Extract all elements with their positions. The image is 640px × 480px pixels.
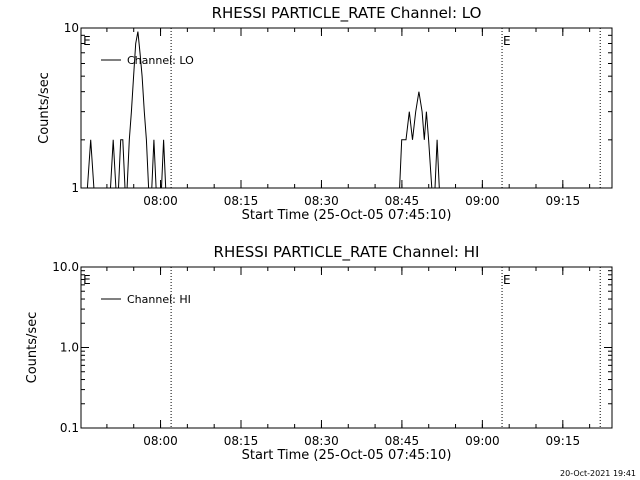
y-tick-label: 0.1 (60, 421, 79, 435)
series-line-segment (151, 139, 157, 189)
x-axis-label: Start Time (25-Oct-05 07:45:10) (242, 448, 452, 463)
x-tick-label: 08:30 (304, 194, 339, 208)
chart-title: RHESSI PARTICLE_RATE Channel: HI (214, 243, 480, 262)
series-line-segment (399, 91, 433, 189)
footer-timestamp: 20-Oct-2021 19:41 (560, 469, 636, 478)
y-axis-label: Counts/sec (25, 312, 40, 384)
legend-label: Channel: HI (127, 293, 191, 306)
eclipse-marker: E (83, 273, 91, 287)
x-tick-label: 09:00 (465, 434, 500, 448)
chart-panel-lo: RHESSI PARTICLE_RATE Channel: LO 08:00 08:… (37, 4, 613, 223)
x-tick-label: 08:30 (304, 434, 339, 448)
x-tick-label: 09:15 (546, 194, 581, 208)
legend-label: Channel: LO (127, 54, 194, 67)
x-tick-label: 08:15 (224, 194, 259, 208)
y-axis-label: Counts/sec (37, 72, 52, 144)
x-tick-label: 08:00 (143, 434, 178, 448)
series-line-segment (86, 139, 95, 189)
y-tick-label: 1.0 (60, 341, 79, 355)
eclipse-marker: E (83, 34, 91, 48)
series-line-segment (434, 139, 440, 189)
series-line-segment (161, 139, 167, 189)
series-line-segment (110, 139, 117, 189)
y-tick-label: 10 (64, 21, 79, 35)
x-tick-label: 09:00 (465, 194, 500, 208)
y-tick-label: 10.0 (52, 260, 79, 274)
eclipse-marker: E (503, 34, 511, 48)
plot-frame (80, 266, 613, 429)
series-line-segment (126, 31, 150, 189)
y-tick-label: 1 (71, 181, 79, 195)
x-tick-label: 08:45 (385, 194, 420, 208)
x-tick-label: 09:15 (546, 434, 581, 448)
plot-frame (80, 27, 613, 189)
chart-panel-hi: RHESSI PARTICLE_RATE Channel: HI 08:00 08:… (25, 243, 613, 463)
x-axis-label: Start Time (25-Oct-05 07:45:10) (242, 208, 452, 223)
x-tick-label: 08:15 (224, 434, 259, 448)
series-line-segment (118, 139, 126, 189)
chart-title: RHESSI PARTICLE_RATE Channel: LO (212, 4, 482, 23)
eclipse-marker: E (503, 273, 511, 287)
x-tick-label: 08:45 (385, 434, 420, 448)
x-tick-label: 08:00 (143, 194, 178, 208)
